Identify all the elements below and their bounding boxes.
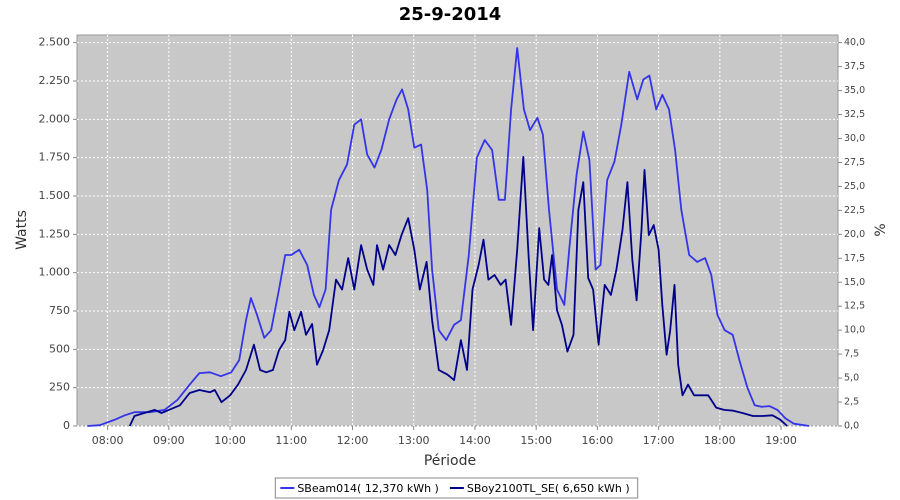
y2-tick-label: 40,0 bbox=[844, 37, 865, 48]
x-tick-label: 12:00 bbox=[337, 434, 369, 447]
y2-tick-label: 10,0 bbox=[844, 325, 865, 336]
x-tick-label: 08:00 bbox=[92, 434, 124, 447]
x-tick-label: 19:00 bbox=[765, 434, 797, 447]
y2-tick-label: 15,0 bbox=[844, 277, 865, 288]
y2-tick-label: 17,5 bbox=[844, 253, 865, 264]
y2-tick-label: 20,0 bbox=[844, 229, 865, 240]
y2-tick-label: 35,0 bbox=[844, 85, 865, 96]
y2-tick-label: 37,5 bbox=[844, 61, 865, 72]
y-tick-label: 750 bbox=[49, 304, 70, 317]
series-line bbox=[87, 47, 810, 427]
y-tick-label: 250 bbox=[49, 381, 70, 394]
series-line bbox=[128, 156, 788, 427]
y2-tick-label: 12,5 bbox=[844, 301, 865, 312]
y2-tick-label: 22,5 bbox=[844, 205, 865, 216]
chart-title: 25-9-2014 bbox=[399, 4, 502, 25]
legend-label: SBoy2100TL_SE( 6,650 kWh ) bbox=[467, 482, 630, 495]
y-tick-label: 1.500 bbox=[39, 189, 71, 202]
y2-tick-label: 30,0 bbox=[844, 133, 865, 144]
y-tick-label: 0 bbox=[63, 419, 70, 432]
x-tick-label: 18:00 bbox=[704, 434, 736, 447]
y-tick-label: 2.250 bbox=[39, 74, 71, 87]
y-tick-label: 500 bbox=[49, 342, 70, 355]
y2-tick-label: 32,5 bbox=[844, 109, 865, 120]
x-tick-label: 10:00 bbox=[214, 434, 246, 447]
y2-tick-label: 27,5 bbox=[844, 157, 865, 168]
y2-tick-label: 7,5 bbox=[844, 349, 859, 360]
y2-tick-label: 2,5 bbox=[844, 397, 859, 408]
x-axis-title: Période bbox=[424, 453, 476, 469]
y2-tick-label: 5,0 bbox=[844, 373, 859, 384]
x-tick-label: 16:00 bbox=[582, 434, 614, 447]
y-tick-label: 2.500 bbox=[39, 36, 71, 49]
legend-label: SBeam014( 12,370 kWh ) bbox=[297, 482, 439, 495]
y-tick-label: 1.250 bbox=[39, 227, 71, 240]
x-tick-label: 15:00 bbox=[520, 434, 552, 447]
y-tick-label: 1.000 bbox=[39, 266, 71, 279]
x-tick-label: 17:00 bbox=[643, 434, 675, 447]
x-tick-label: 13:00 bbox=[398, 434, 430, 447]
y2-axis-title: % bbox=[873, 223, 889, 236]
y2-tick-label: 0,0 bbox=[844, 421, 859, 432]
y-axis-title: Watts bbox=[14, 210, 30, 250]
legend: SBeam014( 12,370 kWh ) SBoy2100TL_SE( 6,6… bbox=[274, 477, 639, 499]
x-tick-label: 11:00 bbox=[275, 434, 307, 447]
y-tick-label: 2.000 bbox=[39, 112, 71, 125]
y-tick-label: 1.750 bbox=[39, 151, 71, 164]
plot-area bbox=[76, 34, 839, 427]
y2-tick-label: 25,0 bbox=[844, 181, 865, 192]
x-tick-label: 09:00 bbox=[153, 434, 185, 447]
x-tick-label: 14:00 bbox=[459, 434, 491, 447]
